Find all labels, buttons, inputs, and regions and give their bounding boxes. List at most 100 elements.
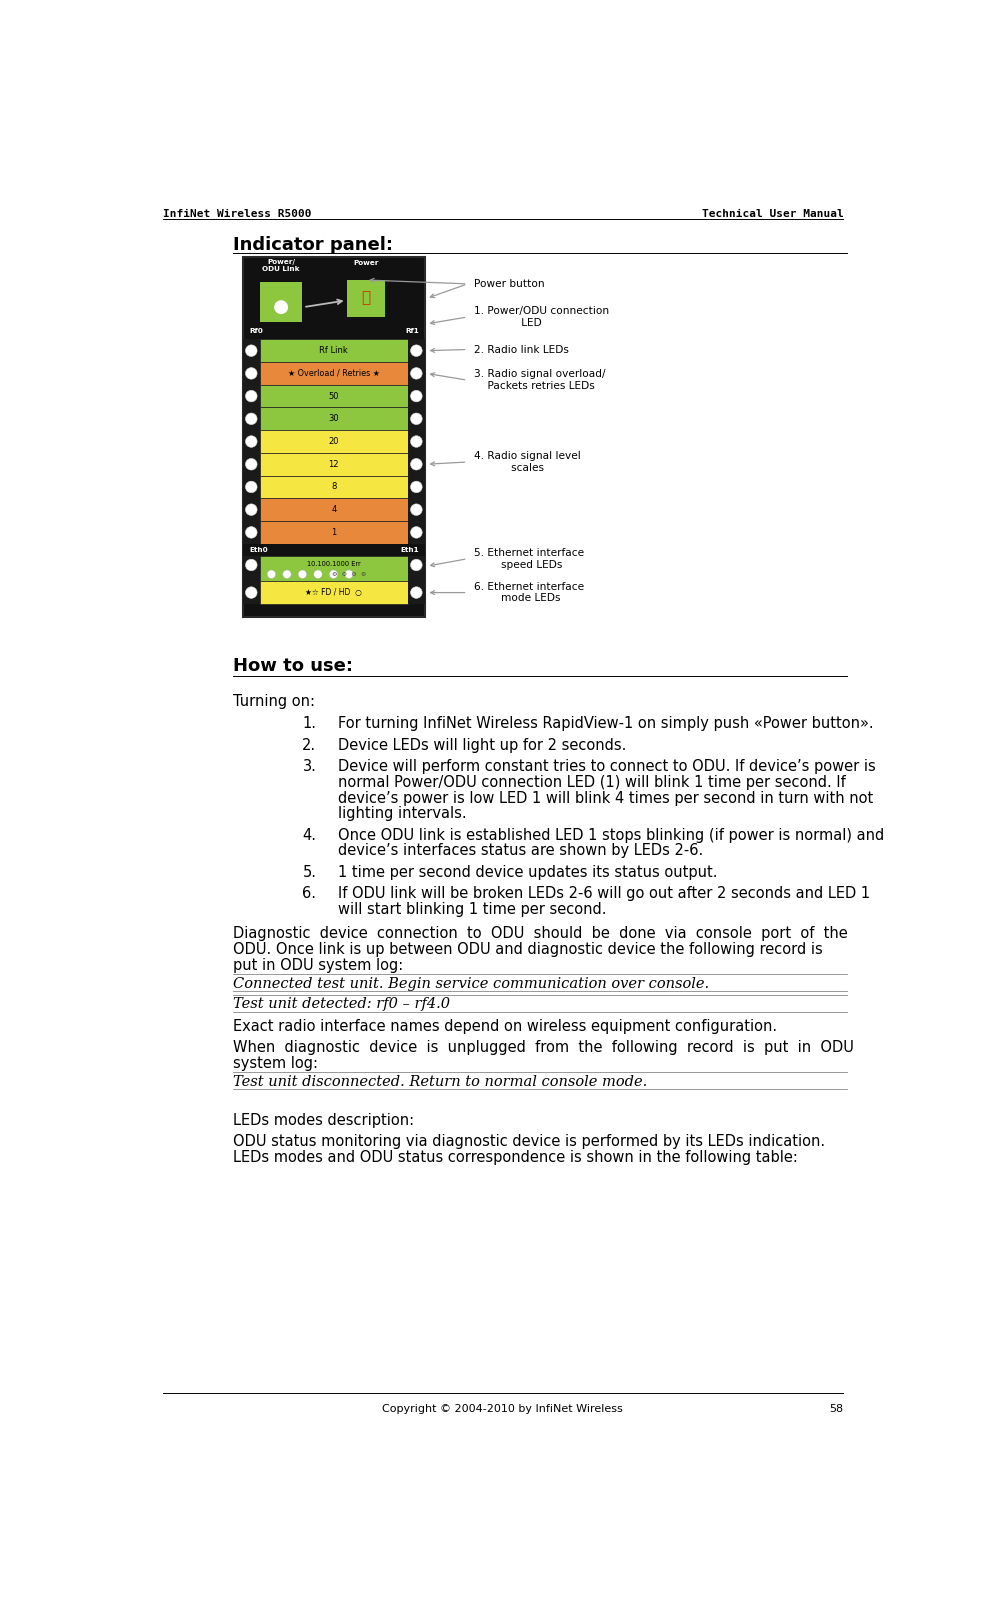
Text: 58: 58 <box>829 1405 844 1415</box>
Text: Power: Power <box>353 260 379 266</box>
Text: 5.: 5. <box>302 865 317 879</box>
Text: Rf1: Rf1 <box>405 328 419 333</box>
Bar <box>260 582 408 604</box>
Circle shape <box>330 570 337 578</box>
Text: ODU. Once link is up between ODU and diagnostic device the following record is: ODU. Once link is up between ODU and dia… <box>232 942 822 956</box>
Circle shape <box>410 527 422 538</box>
Text: 3. Radio signal overload/
    Packets retries LEDs: 3. Radio signal overload/ Packets retrie… <box>474 370 605 391</box>
Text: 1. Power/ODU connection
              LED: 1. Power/ODU connection LED <box>474 306 609 328</box>
Bar <box>408 431 425 453</box>
Circle shape <box>245 527 257 538</box>
Circle shape <box>245 413 257 425</box>
Text: 6.: 6. <box>302 886 317 900</box>
Text: ⚙  ⚙  ⚙  ⚙: ⚙ ⚙ ⚙ ⚙ <box>332 572 367 577</box>
Circle shape <box>245 505 257 516</box>
Bar <box>242 340 260 362</box>
Text: Connected test unit. Begin service communication over console.: Connected test unit. Begin service commu… <box>232 977 709 990</box>
Text: put in ODU system log:: put in ODU system log: <box>232 958 403 972</box>
Bar <box>408 407 425 431</box>
Bar <box>242 256 425 617</box>
Text: Device will perform constant tries to connect to ODU. If device’s power is: Device will perform constant tries to co… <box>338 759 876 774</box>
Text: 30: 30 <box>329 415 339 423</box>
Bar <box>408 476 425 498</box>
Circle shape <box>344 570 353 578</box>
Text: will start blinking 1 time per second.: will start blinking 1 time per second. <box>338 902 606 916</box>
Bar <box>242 556 260 582</box>
Bar <box>260 282 302 322</box>
Text: 2. Radio link LEDs: 2. Radio link LEDs <box>474 344 569 354</box>
Text: Test unit disconnected. Return to normal console mode.: Test unit disconnected. Return to normal… <box>232 1075 646 1089</box>
Bar <box>408 556 425 582</box>
Text: 12: 12 <box>329 460 339 469</box>
Circle shape <box>410 586 422 599</box>
Text: 20: 20 <box>329 437 339 445</box>
Text: Eth0: Eth0 <box>249 546 268 553</box>
Circle shape <box>314 570 322 578</box>
Bar <box>242 362 260 384</box>
Text: ★ Overload / Retries ★: ★ Overload / Retries ★ <box>287 368 380 378</box>
Bar <box>242 384 260 407</box>
Text: Technical User Manual: Technical User Manual <box>701 210 844 219</box>
Text: 1 time per second device updates its status output.: 1 time per second device updates its sta… <box>338 865 717 879</box>
Text: ★☆ FD / HD  ○: ★☆ FD / HD ○ <box>305 588 362 598</box>
Circle shape <box>410 505 422 516</box>
Circle shape <box>245 391 257 402</box>
Circle shape <box>410 391 422 402</box>
Bar <box>260 384 408 407</box>
Circle shape <box>245 367 257 380</box>
Text: device’s interfaces status are shown by LEDs 2-6.: device’s interfaces status are shown by … <box>338 843 703 859</box>
Text: 4. Radio signal level
           scales: 4. Radio signal level scales <box>474 452 581 473</box>
Bar <box>260 498 408 521</box>
Bar <box>408 453 425 476</box>
Text: system log:: system log: <box>232 1056 318 1070</box>
Text: LEDs modes and ODU status correspondence is shown in the following table:: LEDs modes and ODU status correspondence… <box>232 1150 798 1165</box>
Text: Power/
ODU Link: Power/ ODU Link <box>262 260 300 272</box>
Circle shape <box>283 570 291 578</box>
Text: lighting intervals.: lighting intervals. <box>338 806 467 822</box>
Text: Turning on:: Turning on: <box>232 694 315 710</box>
Circle shape <box>410 481 422 493</box>
Circle shape <box>410 436 422 447</box>
Text: normal Power/ODU connection LED (1) will blink 1 time per second. If: normal Power/ODU connection LED (1) will… <box>338 775 846 790</box>
Circle shape <box>410 367 422 380</box>
Circle shape <box>410 458 422 469</box>
Bar <box>242 407 260 431</box>
Circle shape <box>410 413 422 425</box>
Circle shape <box>267 570 276 578</box>
Bar <box>242 498 260 521</box>
Text: 4: 4 <box>332 505 336 514</box>
Bar <box>260 362 408 384</box>
Text: When  diagnostic  device  is  unplugged  from  the  following  record  is  put  : When diagnostic device is unplugged from… <box>232 1040 853 1056</box>
Bar <box>408 521 425 543</box>
Text: 4.: 4. <box>302 828 317 843</box>
Circle shape <box>245 559 257 570</box>
Text: Exact radio interface names depend on wireless equipment configuration.: Exact radio interface names depend on wi… <box>232 1019 777 1035</box>
Text: ⏻: ⏻ <box>361 290 371 306</box>
Text: Copyright © 2004-2010 by InfiNet Wireless: Copyright © 2004-2010 by InfiNet Wireles… <box>383 1405 623 1415</box>
Bar <box>408 582 425 604</box>
Bar <box>242 453 260 476</box>
Bar <box>260 521 408 543</box>
Circle shape <box>245 586 257 599</box>
Circle shape <box>245 436 257 447</box>
Bar <box>408 340 425 362</box>
Bar <box>260 453 408 476</box>
Text: For turning InfiNet Wireless RapidView-1 on simply push «Power button».: For turning InfiNet Wireless RapidView-1… <box>338 716 874 732</box>
Text: Indicator panel:: Indicator panel: <box>232 235 392 255</box>
Circle shape <box>245 458 257 469</box>
Text: If ODU link will be broken LEDs 2-6 will go out after 2 seconds and LED 1: If ODU link will be broken LEDs 2-6 will… <box>338 886 870 900</box>
Text: 8: 8 <box>332 482 336 492</box>
Circle shape <box>245 344 257 356</box>
Bar <box>260 556 408 582</box>
Circle shape <box>245 481 257 493</box>
Bar <box>408 362 425 384</box>
Text: Rf0: Rf0 <box>249 328 263 333</box>
Bar <box>242 476 260 498</box>
Bar <box>260 431 408 453</box>
Text: 3.: 3. <box>302 759 317 774</box>
Text: 2.: 2. <box>302 737 317 753</box>
Text: Power button: Power button <box>474 279 544 288</box>
Text: 1: 1 <box>332 529 336 537</box>
Bar <box>408 384 425 407</box>
Circle shape <box>298 570 307 578</box>
